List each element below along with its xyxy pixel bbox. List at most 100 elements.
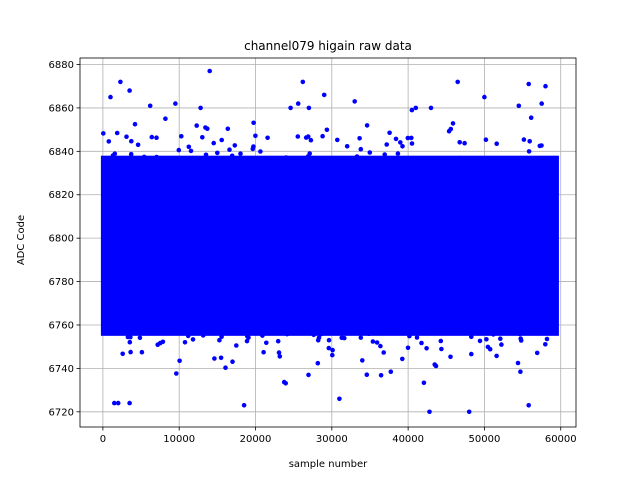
data-point — [281, 379, 287, 385]
data-point — [114, 130, 120, 136]
data-point — [457, 155, 462, 161]
data-point — [160, 339, 166, 345]
data-point — [253, 133, 258, 139]
data-point — [364, 123, 370, 128]
data-point — [439, 346, 444, 352]
data-point — [163, 116, 168, 121]
data-point — [225, 126, 231, 132]
x-tick-label: 60000 — [545, 434, 577, 445]
data-point — [469, 351, 474, 357]
data-point — [229, 153, 235, 159]
data-point — [534, 350, 540, 356]
data-point — [258, 149, 263, 154]
data-point — [516, 103, 522, 109]
data-point — [315, 360, 321, 366]
data-point — [198, 105, 203, 111]
x-tick-label: 20000 — [240, 434, 272, 445]
y-tick-label: 6740 — [49, 364, 74, 375]
data-point — [330, 347, 335, 353]
data-point — [335, 137, 340, 143]
data-point — [127, 339, 133, 345]
plot-frame — [79, 57, 577, 428]
data-point — [115, 400, 121, 406]
data-point — [491, 332, 496, 337]
data-point — [424, 346, 429, 351]
x-tick-label: 10000 — [163, 434, 195, 445]
data-point — [141, 154, 147, 160]
data-point — [357, 136, 362, 141]
data-point — [393, 136, 399, 142]
data-point — [186, 144, 192, 150]
data-point — [485, 344, 491, 350]
y-tick-label: 6880 — [49, 60, 74, 71]
data-point — [173, 101, 178, 106]
data-point — [127, 400, 132, 406]
data-point — [295, 101, 301, 106]
data-point — [197, 156, 202, 161]
data-point — [308, 137, 314, 143]
data-point — [238, 151, 243, 156]
data-point — [295, 134, 301, 139]
data-point — [330, 352, 335, 358]
data-point — [118, 79, 123, 85]
data-point — [526, 403, 531, 408]
data-point — [275, 338, 281, 344]
data-point — [257, 329, 262, 334]
data-point — [203, 125, 208, 130]
data-point — [155, 342, 160, 348]
data-point — [515, 360, 521, 366]
data-point — [400, 356, 405, 362]
data-point — [448, 331, 453, 336]
data-point — [409, 141, 415, 146]
data-point — [494, 353, 499, 359]
data-point — [446, 128, 452, 134]
data-point — [132, 121, 138, 127]
data-point — [483, 137, 489, 142]
data-point — [466, 409, 472, 415]
data-point — [337, 396, 342, 402]
data-point — [185, 333, 191, 339]
data-point — [212, 356, 217, 361]
data-point — [450, 121, 456, 126]
data-point — [364, 372, 370, 378]
data-point — [409, 107, 415, 113]
data-point — [517, 331, 522, 337]
data-point — [398, 140, 403, 145]
data-point — [264, 340, 269, 346]
data-point — [484, 337, 489, 342]
data-point — [536, 157, 542, 162]
data-point — [409, 135, 414, 141]
y-tick-label: 6840 — [49, 147, 74, 158]
data-point — [283, 155, 289, 160]
data-point — [413, 105, 419, 111]
data-point — [176, 147, 182, 153]
data-point — [360, 358, 365, 363]
data-point — [265, 135, 270, 141]
y-tick-label: 6820 — [49, 190, 74, 201]
data-point — [370, 339, 376, 344]
data-point — [378, 373, 384, 378]
data-point — [539, 143, 544, 148]
data-point — [188, 148, 194, 154]
data-point — [518, 338, 524, 343]
data-point — [384, 142, 390, 147]
data-point — [277, 354, 283, 359]
data-point — [230, 359, 235, 365]
data-point — [358, 335, 364, 340]
data-point — [149, 134, 155, 140]
data-point — [526, 149, 532, 154]
data-point — [407, 333, 412, 339]
data-point — [321, 92, 327, 98]
y-tick-label: 6800 — [49, 234, 74, 245]
data-points — [100, 68, 559, 415]
data-point — [395, 151, 401, 156]
y-tick-label: 6720 — [49, 407, 74, 418]
data-point — [366, 331, 372, 337]
data-point — [543, 83, 548, 89]
data-point — [526, 81, 531, 87]
data-point — [112, 151, 118, 156]
data-point — [400, 144, 405, 149]
data-point — [217, 337, 222, 343]
data-point — [427, 409, 432, 415]
data-point — [127, 88, 132, 93]
